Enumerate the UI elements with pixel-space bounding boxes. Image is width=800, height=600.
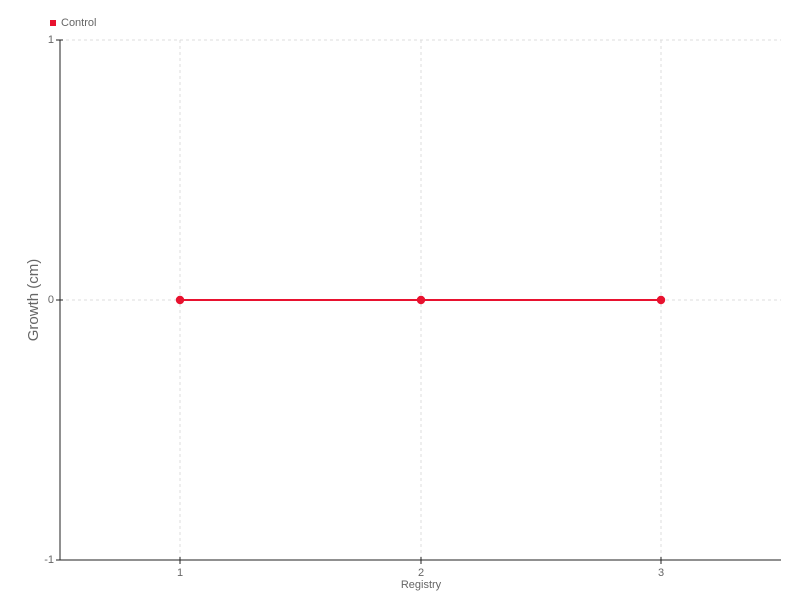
svg-text:0: 0 <box>48 294 54 306</box>
svg-text:2: 2 <box>418 567 424 579</box>
svg-text:1: 1 <box>177 567 183 579</box>
svg-text:1: 1 <box>48 34 54 46</box>
svg-text:Registry: Registry <box>401 579 442 591</box>
svg-text:Control: Control <box>61 17 96 29</box>
svg-text:-1: -1 <box>44 554 54 566</box>
svg-text:3: 3 <box>658 567 664 579</box>
svg-text:Growth (cm): Growth (cm) <box>25 259 42 342</box>
